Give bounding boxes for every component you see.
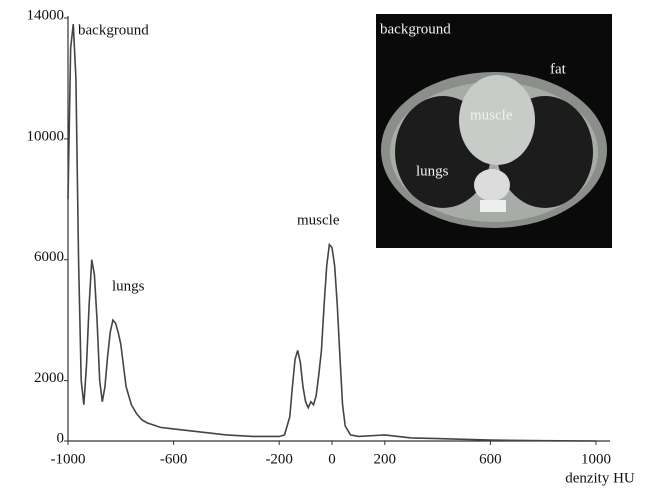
chart: background fat muscle lungs background l… (0, 0, 655, 490)
inset-label: fat (550, 61, 567, 77)
x-tick-label: 1000 (581, 451, 611, 467)
y-tick-label: 2000 (34, 370, 64, 386)
annotation: muscle (297, 212, 340, 228)
y-tick-label: 14000 (27, 7, 65, 23)
y-tick-label: 6000 (34, 249, 64, 265)
x-tick-label: 200 (374, 451, 397, 467)
annotation: lungs (112, 278, 145, 294)
x-tick-label: 600 (479, 451, 502, 467)
y-tick-label: 10000 (27, 128, 65, 144)
inset-label: background (380, 21, 451, 37)
annotation: background (78, 22, 149, 38)
x-tick-label: -200 (265, 451, 293, 467)
x-tick-label: -1000 (51, 451, 86, 467)
inset-image (376, 14, 612, 248)
y-tick-label: 0 (57, 430, 65, 446)
inset-label: lungs (416, 163, 449, 179)
inset-label: muscle (470, 107, 513, 123)
x-tick-label: -600 (160, 451, 188, 467)
x-tick-label: 0 (328, 451, 336, 467)
x-axis-label: denzity HU (565, 470, 635, 486)
